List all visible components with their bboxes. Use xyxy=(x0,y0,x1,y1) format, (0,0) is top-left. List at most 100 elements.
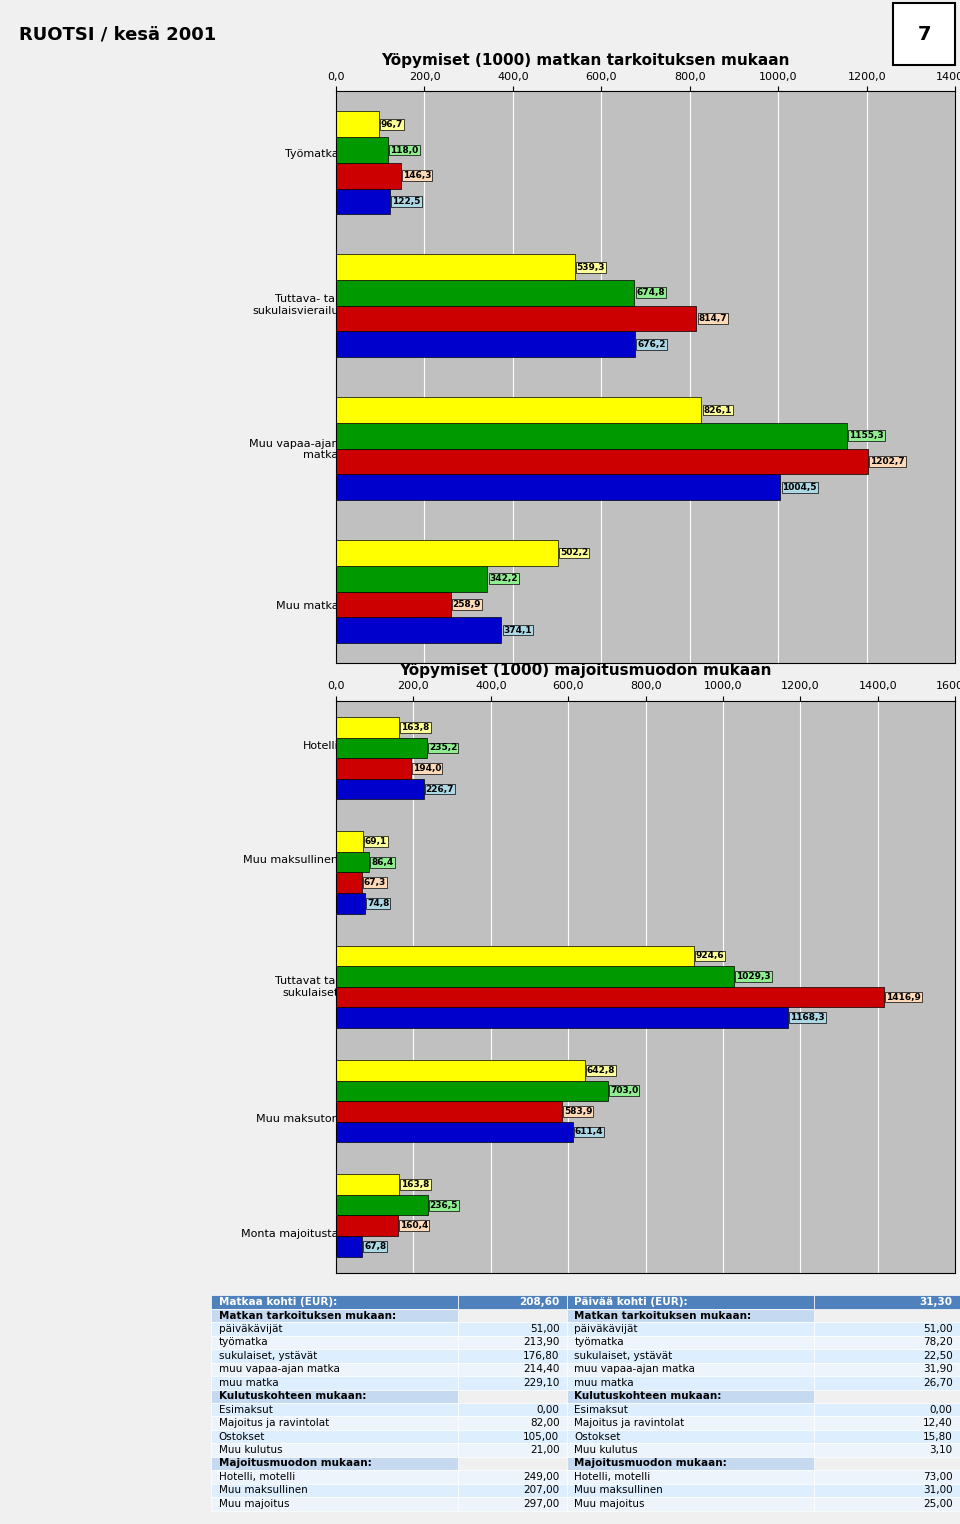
FancyBboxPatch shape xyxy=(893,3,955,66)
Bar xyxy=(336,1195,427,1216)
Text: Matkan tarkoituksen mukaan:: Matkan tarkoituksen mukaan: xyxy=(574,1311,752,1321)
Bar xyxy=(336,893,365,913)
FancyBboxPatch shape xyxy=(814,1335,960,1349)
Text: Tuttava- tai
sukulaisvierailu: Tuttava- tai sukulaisvierailu xyxy=(252,294,339,315)
FancyBboxPatch shape xyxy=(211,1295,458,1309)
Text: 236,5: 236,5 xyxy=(429,1201,458,1210)
FancyBboxPatch shape xyxy=(211,1416,458,1430)
FancyBboxPatch shape xyxy=(458,1484,566,1497)
Bar xyxy=(336,1216,398,1236)
Text: 96,7: 96,7 xyxy=(381,120,403,130)
FancyBboxPatch shape xyxy=(458,1471,566,1484)
Title: Yöpymiset (1000) majoitusmuodon mukaan: Yöpymiset (1000) majoitusmuodon mukaan xyxy=(399,663,772,678)
Text: Muu maksullinen: Muu maksullinen xyxy=(574,1486,663,1495)
FancyBboxPatch shape xyxy=(211,1390,458,1404)
Text: Hotelli, motelli: Hotelli, motelli xyxy=(219,1472,295,1481)
Text: 502,2: 502,2 xyxy=(561,549,588,558)
Text: 82,00: 82,00 xyxy=(530,1419,560,1428)
FancyBboxPatch shape xyxy=(211,1497,458,1510)
Text: 703,0: 703,0 xyxy=(610,1087,638,1096)
Bar xyxy=(336,738,427,757)
Bar xyxy=(336,1236,362,1256)
Text: sukulaiset, ystävät: sukulaiset, ystävät xyxy=(574,1350,673,1361)
FancyBboxPatch shape xyxy=(566,1362,814,1376)
Bar xyxy=(336,255,574,280)
FancyBboxPatch shape xyxy=(566,1349,814,1362)
Bar xyxy=(336,966,734,988)
Text: 297,00: 297,00 xyxy=(523,1498,560,1509)
Bar xyxy=(336,565,488,591)
Bar xyxy=(336,1122,572,1143)
FancyBboxPatch shape xyxy=(211,1404,458,1416)
FancyBboxPatch shape xyxy=(211,1309,458,1323)
Text: 163,8: 163,8 xyxy=(401,722,430,732)
FancyBboxPatch shape xyxy=(458,1430,566,1443)
Bar xyxy=(336,852,370,872)
FancyBboxPatch shape xyxy=(814,1323,960,1335)
Bar xyxy=(336,448,868,474)
Bar xyxy=(336,718,399,738)
Text: 7: 7 xyxy=(918,24,931,44)
FancyBboxPatch shape xyxy=(458,1349,566,1362)
FancyBboxPatch shape xyxy=(566,1323,814,1335)
Text: 1168,3: 1168,3 xyxy=(790,1013,825,1023)
Text: 22,50: 22,50 xyxy=(923,1350,952,1361)
Text: 26,70: 26,70 xyxy=(923,1378,952,1388)
Bar xyxy=(336,872,362,893)
FancyBboxPatch shape xyxy=(458,1416,566,1430)
Text: Muu kulutus: Muu kulutus xyxy=(574,1445,638,1455)
Text: muu vapaa-ajan matka: muu vapaa-ajan matka xyxy=(219,1364,340,1375)
Bar xyxy=(336,332,636,357)
Text: muu vapaa-ajan matka: muu vapaa-ajan matka xyxy=(574,1364,695,1375)
Text: 160,4: 160,4 xyxy=(400,1221,428,1230)
Bar xyxy=(336,539,558,565)
Text: 21,00: 21,00 xyxy=(530,1445,560,1455)
FancyBboxPatch shape xyxy=(566,1484,814,1497)
Text: 214,40: 214,40 xyxy=(523,1364,560,1375)
FancyBboxPatch shape xyxy=(211,1349,458,1362)
Bar xyxy=(336,137,388,163)
FancyBboxPatch shape xyxy=(814,1404,960,1416)
Bar xyxy=(336,988,884,1007)
Text: 611,4: 611,4 xyxy=(574,1128,603,1137)
Legend: Kesä 1998, Kesä 1999, Kesä 2000, Kesä 2001: Kesä 1998, Kesä 1999, Kesä 2000, Kesä 20… xyxy=(862,111,954,183)
FancyBboxPatch shape xyxy=(458,1404,566,1416)
Text: 73,00: 73,00 xyxy=(923,1472,952,1481)
Text: 814,7: 814,7 xyxy=(699,314,727,323)
FancyBboxPatch shape xyxy=(566,1335,814,1349)
FancyBboxPatch shape xyxy=(458,1376,566,1390)
Text: 78,20: 78,20 xyxy=(923,1338,952,1347)
Text: 31,90: 31,90 xyxy=(923,1364,952,1375)
FancyBboxPatch shape xyxy=(566,1295,814,1309)
Text: 213,90: 213,90 xyxy=(523,1338,560,1347)
FancyBboxPatch shape xyxy=(566,1416,814,1430)
Bar xyxy=(336,1007,788,1027)
FancyBboxPatch shape xyxy=(566,1309,814,1323)
Text: 674,8: 674,8 xyxy=(636,288,665,297)
Text: Hotelli: Hotelli xyxy=(302,741,339,751)
Text: Kulutuskohteen mukaan:: Kulutuskohteen mukaan: xyxy=(219,1391,366,1401)
Text: 1155,3: 1155,3 xyxy=(850,431,884,440)
Text: Matkaa kohti (EUR):: Matkaa kohti (EUR): xyxy=(219,1297,337,1308)
Bar xyxy=(336,474,780,500)
Text: 194,0: 194,0 xyxy=(413,764,442,773)
Text: Ostokset: Ostokset xyxy=(574,1431,621,1442)
Text: 249,00: 249,00 xyxy=(523,1472,560,1481)
FancyBboxPatch shape xyxy=(211,1335,458,1349)
FancyBboxPatch shape xyxy=(211,1457,458,1471)
Text: 74,8: 74,8 xyxy=(367,899,389,908)
Bar xyxy=(336,163,400,189)
Legend: Kesä 1998, Kesä 1999, Kesä 2000, Kesä 2001: Kesä 1998, Kesä 1999, Kesä 2000, Kesä 20… xyxy=(862,721,954,792)
Text: 0,00: 0,00 xyxy=(929,1405,952,1414)
FancyBboxPatch shape xyxy=(566,1376,814,1390)
FancyBboxPatch shape xyxy=(566,1404,814,1416)
FancyBboxPatch shape xyxy=(211,1362,458,1376)
FancyBboxPatch shape xyxy=(211,1376,458,1390)
FancyBboxPatch shape xyxy=(211,1430,458,1443)
Text: muu matka: muu matka xyxy=(574,1378,634,1388)
Text: Kulutuskohteen mukaan:: Kulutuskohteen mukaan: xyxy=(574,1391,722,1401)
Bar xyxy=(336,424,847,448)
Text: 69,1: 69,1 xyxy=(365,837,387,846)
Text: Ostokset: Ostokset xyxy=(219,1431,265,1442)
Text: 3,10: 3,10 xyxy=(929,1445,952,1455)
